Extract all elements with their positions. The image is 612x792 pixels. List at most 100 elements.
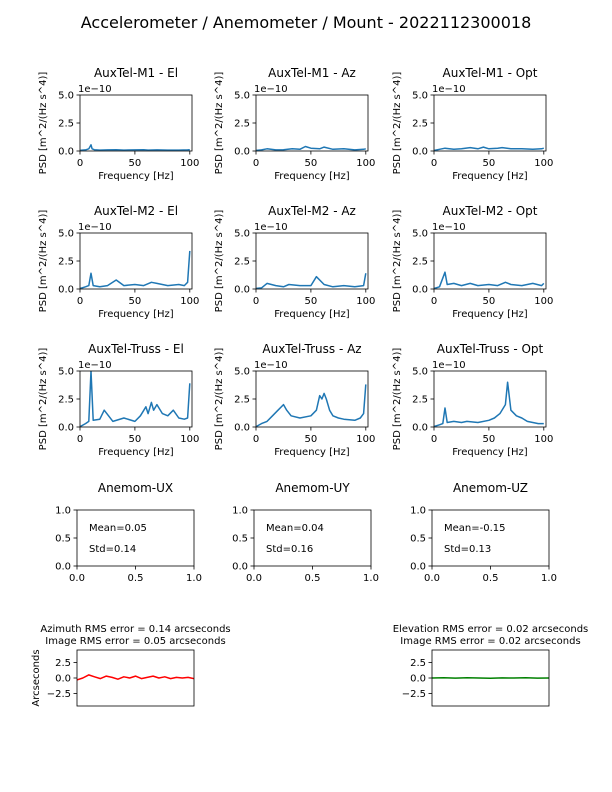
axes-frame xyxy=(76,649,195,707)
axes-frame xyxy=(433,232,547,290)
x-axis-label: Frequency [Hz] xyxy=(98,447,174,458)
chart-title: AuxTel-M2 - Az xyxy=(268,204,356,218)
x-tick-label: 0.0 xyxy=(69,573,85,584)
series-line xyxy=(256,384,367,427)
axes-frame xyxy=(79,232,193,290)
chart-title-line: Image RMS error = 0.02 arcseconds xyxy=(400,636,580,647)
chart-5: AuxTel-M2 - Opt 1e−10 PSD [m^2/(Hz s^4)] Fr… xyxy=(392,204,553,320)
x-axis-label: Frequency [Hz] xyxy=(98,171,174,182)
x-tick-label: 50 xyxy=(483,158,496,169)
axes-frame xyxy=(433,370,547,428)
chart-title: AuxTel-Truss - El xyxy=(88,342,184,356)
x-tick-label: 0 xyxy=(77,296,83,307)
y-tick-label: 0.0 xyxy=(234,423,250,434)
chart-title: AuxTel-M1 - Az xyxy=(268,66,356,80)
y-tick-label: 0.0 xyxy=(58,147,74,158)
x-tick-label: 100 xyxy=(534,434,553,445)
y-tick-label: 0.0 xyxy=(58,285,74,296)
y-tick-label: −2.5 xyxy=(402,689,426,700)
y-tick-label: −2.5 xyxy=(47,689,71,700)
y-tick-label: 2.5 xyxy=(410,658,426,669)
y-tick-label: 5.0 xyxy=(58,91,74,102)
y-tick-label: 0.0 xyxy=(412,285,428,296)
chart-title: AuxTel-Truss - Opt xyxy=(437,342,544,356)
y-axis-label: PSD [m^2/(Hz s^4)] xyxy=(38,72,49,175)
offset-text: 1e−10 xyxy=(254,360,288,371)
chart-0: AuxTel-M1 - El 1e−10 PSD [m^2/(Hz s^4)] Fre… xyxy=(38,66,199,182)
chart-7: AuxTel-Truss - Az 1e−10 PSD [m^2/(Hz s^4)]… xyxy=(214,342,375,458)
y-tick-label: 0.0 xyxy=(55,562,71,573)
x-tick-label: 50 xyxy=(305,158,318,169)
y-axis-label: PSD [m^2/(Hz s^4)] xyxy=(392,348,403,451)
offset-text: 1e−10 xyxy=(78,360,112,371)
x-tick-label: 50 xyxy=(129,296,142,307)
axes-frame xyxy=(255,370,369,428)
chart-6: AuxTel-Truss - El 1e−10 PSD [m^2/(Hz s^4)]… xyxy=(38,342,199,458)
chart-title: AuxTel-M1 - Opt xyxy=(443,66,538,80)
chart-title: AuxTel-Truss - Az xyxy=(262,342,361,356)
x-tick-label: 100 xyxy=(534,296,553,307)
y-tick-label: 0.0 xyxy=(234,285,250,296)
y-tick-label: 1.0 xyxy=(55,506,71,517)
mean-text: Mean=0.05 xyxy=(89,523,147,534)
x-axis-label: Frequency [Hz] xyxy=(274,447,350,458)
y-tick-label: 2.5 xyxy=(412,395,428,406)
y-tick-label: 0.0 xyxy=(234,147,250,158)
x-tick-label: 50 xyxy=(305,434,318,445)
offset-text: 1e−10 xyxy=(254,84,288,95)
chart-10: Anemom-UY 0.0 0.5 1.0 0.0 0.5 1.0 Mean=0.04 Std=… xyxy=(232,481,379,584)
x-tick-label: 0 xyxy=(77,434,83,445)
x-tick-label: 100 xyxy=(356,434,375,445)
x-axis-label: Frequency [Hz] xyxy=(452,171,528,182)
x-tick-label: 0.5 xyxy=(128,573,144,584)
axes-frame xyxy=(431,649,550,707)
y-tick-label: 0.0 xyxy=(410,562,426,573)
series-line xyxy=(256,145,366,151)
y-tick-label: 0.0 xyxy=(412,423,428,434)
y-tick-label: 5.0 xyxy=(58,367,74,378)
offset-text: 1e−10 xyxy=(254,222,288,233)
y-axis-label: PSD [m^2/(Hz s^4)] xyxy=(214,210,225,313)
series-line xyxy=(80,371,191,427)
x-axis-label: Frequency [Hz] xyxy=(452,447,528,458)
series-line xyxy=(434,271,545,289)
y-tick-label: 0.5 xyxy=(410,534,426,545)
chart-title: Anemom-UZ xyxy=(453,481,528,495)
chart-title: Anemom-UY xyxy=(275,481,350,495)
x-tick-label: 50 xyxy=(305,296,318,307)
x-tick-label: 1.0 xyxy=(363,573,379,584)
series-line xyxy=(77,674,194,681)
y-tick-label: 2.5 xyxy=(58,395,74,406)
chart-title-line: Image RMS error = 0.05 arcseconds xyxy=(45,636,225,647)
x-tick-label: 100 xyxy=(180,296,199,307)
chart-8: AuxTel-Truss - Opt 1e−10 PSD [m^2/(Hz s^4)… xyxy=(392,342,553,458)
axes-frame xyxy=(431,509,550,567)
std-text: Std=0.14 xyxy=(89,544,136,555)
x-tick-label: 100 xyxy=(534,158,553,169)
x-tick-label: 0.0 xyxy=(424,573,440,584)
axes-frame xyxy=(253,509,372,567)
x-tick-label: 0 xyxy=(253,158,259,169)
y-tick-label: 5.0 xyxy=(412,367,428,378)
x-tick-label: 50 xyxy=(483,296,496,307)
chart-13: Elevation RMS error = 0.02 arcsecondsIma… xyxy=(393,624,588,707)
x-axis-label: Frequency [Hz] xyxy=(274,309,350,320)
x-tick-label: 100 xyxy=(180,158,199,169)
x-tick-label: 0 xyxy=(431,296,437,307)
y-tick-label: 5.0 xyxy=(234,229,250,240)
offset-text: 1e−10 xyxy=(78,84,112,95)
y-tick-label: 2.5 xyxy=(412,119,428,130)
y-axis-label: PSD [m^2/(Hz s^4)] xyxy=(392,210,403,313)
mean-text: Mean=0.04 xyxy=(266,523,324,534)
x-tick-label: 100 xyxy=(356,158,375,169)
chart-title: Anemom-UX xyxy=(98,481,173,495)
std-text: Std=0.16 xyxy=(266,544,313,555)
series-line xyxy=(434,381,544,427)
series-line xyxy=(432,676,549,679)
y-tick-label: 0.0 xyxy=(58,423,74,434)
std-text: Std=0.13 xyxy=(444,544,491,555)
x-axis-label: Frequency [Hz] xyxy=(274,171,350,182)
x-tick-label: 100 xyxy=(180,434,199,445)
y-axis-label: Arcseconds xyxy=(31,649,42,706)
